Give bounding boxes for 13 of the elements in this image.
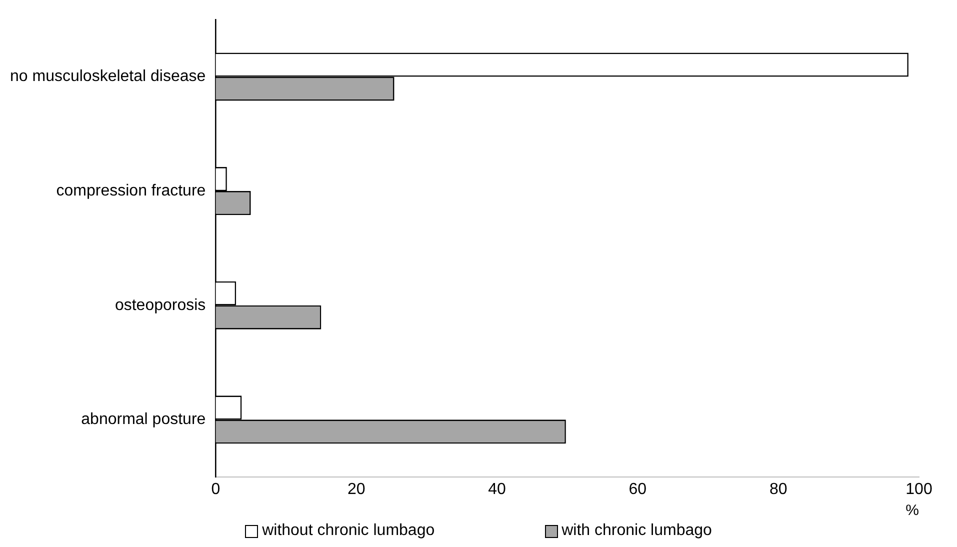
x-tick-label: 0 [211,480,220,498]
x-tick-label: 40 [488,480,506,498]
legend-label: with chronic lumbago [562,522,712,540]
y-tick-label: osteoporosis [114,296,206,314]
y-tick-label: abnormal posture [81,411,206,428]
text: without chronic lumbago [262,522,435,540]
x-tick-label: 20 [347,480,366,498]
x-tick-label: 60 [628,480,647,498]
x-tick-label: 100 [906,480,932,498]
y-tick-label: compression fracture [56,182,206,200]
y-tick-label: no musculoskeletal disease [10,68,206,86]
x-tick-label: 80 [769,480,788,498]
x-axis-title: % [906,502,919,520]
